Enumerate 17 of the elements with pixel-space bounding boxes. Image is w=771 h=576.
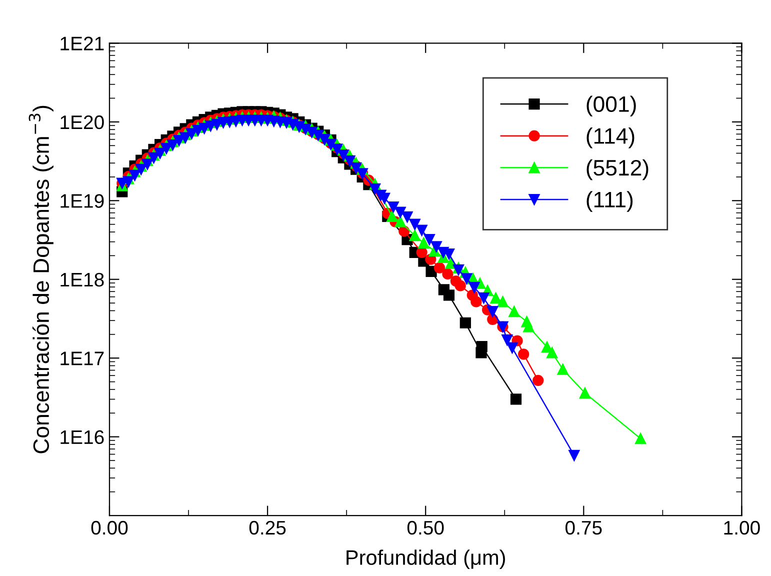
x-axis-title: Profundidad (μm) [346,550,505,570]
y-tick-label: 1E18 [60,272,104,287]
x-tick-label: 0.75 [565,520,602,535]
legend-label: (5512) [586,159,648,180]
y-tick-label: 1E19 [60,194,104,208]
y-tick-label: 1E17 [60,352,104,366]
x-tick-label: 1.00 [724,520,760,535]
y-tick-label: 1E21 [60,36,104,50]
legend-label: (001) [586,96,636,116]
y-tick-label: 1E20 [60,115,104,130]
x-tick-label: 0.50 [407,520,444,535]
legend-label: (114) [586,128,634,148]
legend-label: (111) [586,191,633,212]
x-tick-label: 0.25 [249,520,286,535]
y-axis-title: Concentración de Dopantes (cm$^{−3}$) [28,106,54,454]
x-tick-label: 0.00 [91,520,128,535]
y-tick-label: 1E16 [60,430,104,444]
